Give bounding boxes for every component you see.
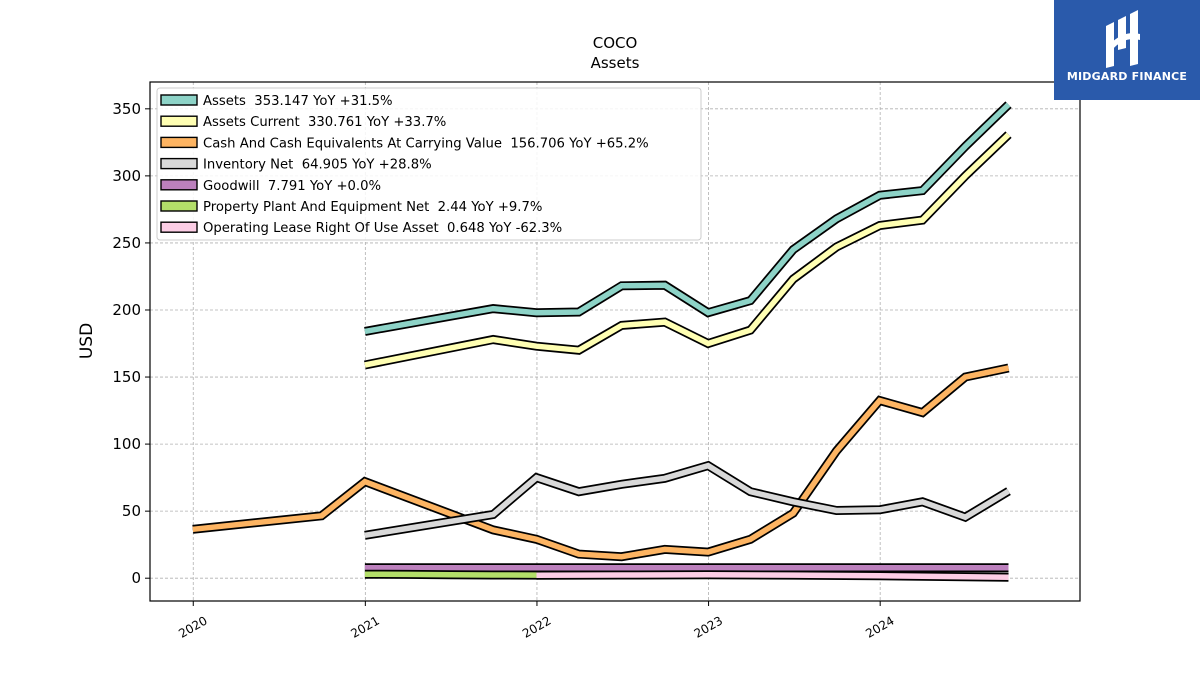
x-tick-label: 2024 <box>863 613 896 640</box>
legend-swatch <box>160 115 198 127</box>
legend-label: Property Plant And Equipment Net 2.44 Yo… <box>203 200 542 215</box>
y-tick-label: 50 <box>122 502 141 520</box>
x-tick-label: 2021 <box>348 613 381 640</box>
series-layer <box>192 101 1012 582</box>
legend-swatch <box>160 157 198 170</box>
series-line-6 <box>536 572 1009 581</box>
chart-title: COCO <box>593 34 638 52</box>
legend-label: Operating Lease Right Of Use Asset 0.648… <box>203 221 562 236</box>
legend-swatch <box>160 136 198 149</box>
y-tick-label: 300 <box>112 167 141 185</box>
y-tick-label: 150 <box>112 368 141 386</box>
legend-box <box>156 87 702 241</box>
series-line-5 <box>364 571 537 578</box>
series-line-2 <box>192 365 1010 560</box>
series-line-3 <box>364 462 1010 539</box>
plot-frame <box>149 81 1081 602</box>
logo-text: MIDGARD FINANCE <box>1066 70 1188 83</box>
legend-swatch <box>160 200 198 212</box>
x-tick-label: 2022 <box>520 613 553 640</box>
x-tick-label: 2020 <box>176 613 209 640</box>
legend: Assets 353.147 YoY +31.5% Assets Current … <box>156 87 702 241</box>
y-tick-label: 100 <box>112 435 141 453</box>
y-ticks: 0 50 100 150 200 250 300 350 <box>112 100 150 587</box>
y-tick-label: 250 <box>112 234 141 252</box>
logo-icon <box>1106 10 1140 68</box>
legend-label: Inventory Net 64.905 YoY +28.8% <box>203 158 432 173</box>
legend-label: Goodwill 7.791 YoY +0.0% <box>203 179 381 194</box>
x-tick-label: 2023 <box>692 613 725 640</box>
legend-swatch <box>160 94 198 106</box>
legend-label: Assets 353.147 YoY +31.5% <box>203 94 393 109</box>
chart-subtitle: Assets <box>591 54 640 72</box>
legend-swatch <box>160 179 198 191</box>
legend-label: Cash And Cash Equivalents At Carrying Va… <box>203 136 649 151</box>
y-tick-label: 200 <box>112 301 141 319</box>
x-ticks: 2020 2021 2022 2023 2024 <box>176 601 897 641</box>
brand-logo: MIDGARD FINANCE <box>1054 0 1200 100</box>
y-tick-label: 0 <box>131 569 141 587</box>
series-line-0 <box>364 102 1011 335</box>
legend-label: Assets Current 330.761 YoY +33.7% <box>203 115 446 130</box>
series-outline-3 <box>364 460 1011 540</box>
legend-swatch <box>160 221 198 233</box>
y-tick-label: 350 <box>112 100 141 118</box>
y-axis-label: USD <box>77 323 97 359</box>
series-line-1 <box>364 132 1011 368</box>
series-outline-2 <box>192 363 1010 562</box>
